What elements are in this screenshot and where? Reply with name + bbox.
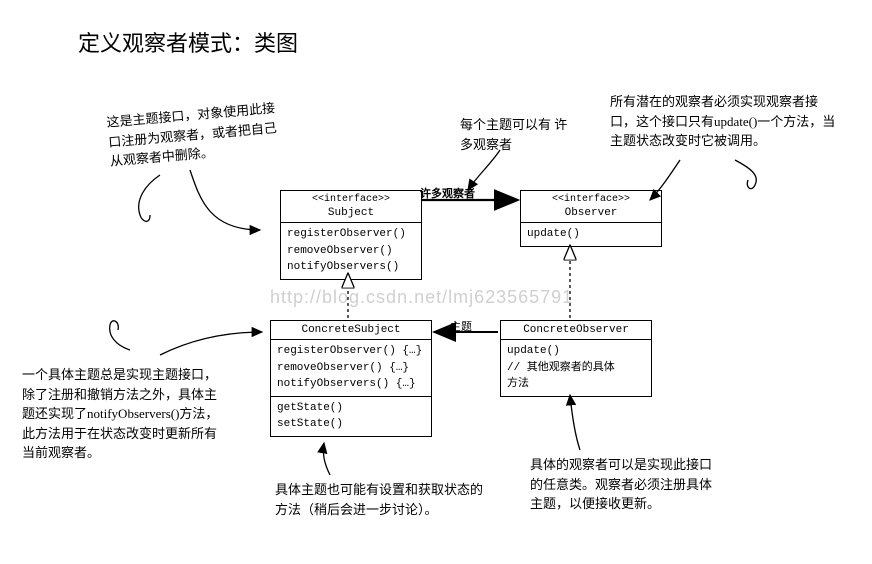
watermark: http://blog.csdn.net/lmj623565791 bbox=[270, 287, 573, 308]
class-methods-2: getState() setState() bbox=[271, 397, 431, 436]
squiggle-top-left bbox=[190, 170, 260, 230]
class-header: <<interface>> Subject bbox=[281, 191, 421, 223]
class-header: <<interface>> Observer bbox=[521, 191, 661, 223]
class-concrete-subject: ConcreteSubject registerObserver() {…} r… bbox=[270, 320, 432, 437]
method: removeObserver() bbox=[287, 243, 415, 260]
annotation-bottom-right: 具体的观察者可以是实现此接口的任意类。观察者必须注册具体主题，以便接收更新。 bbox=[530, 455, 720, 514]
class-methods: update() bbox=[521, 223, 661, 246]
method: update() bbox=[507, 343, 645, 360]
squiggle-top-center bbox=[468, 150, 500, 190]
class-concrete-observer: ConcreteObserver update() // 其他观察者的具体 方法 bbox=[500, 320, 652, 397]
annotation-top-right: 所有潜在的观察者必须实现观察者接口，这个接口只有update()一个方法，当主题… bbox=[610, 92, 840, 151]
annotation-top-center: 每个主题可以有 许多观察者 bbox=[460, 115, 580, 154]
stereotype: <<interface>> bbox=[527, 193, 655, 206]
annotation-top-left: 这是主题接口，对象使用此接口注册为观察者，或者把自己从观察者中删除。 bbox=[106, 97, 290, 171]
method: update() bbox=[527, 226, 655, 243]
class-header: ConcreteObserver bbox=[501, 321, 651, 340]
squiggle-left bbox=[160, 332, 262, 355]
edge-label-concrete: 主题 bbox=[450, 318, 472, 334]
page-title: 定义观察者模式：类图 bbox=[78, 26, 298, 58]
method: setState() bbox=[277, 416, 425, 433]
class-observer: <<interface>> Observer update() bbox=[520, 190, 662, 247]
class-name: ConcreteObserver bbox=[507, 323, 645, 337]
class-name: ConcreteSubject bbox=[277, 323, 425, 337]
annotation-bottom-center: 具体主题也可能有设置和获取状态的方法（稍后会进一步讨论）。 bbox=[275, 480, 485, 519]
method: registerObserver() {…} bbox=[277, 343, 425, 360]
method: 方法 bbox=[507, 376, 645, 393]
class-header: ConcreteSubject bbox=[271, 321, 431, 340]
method: registerObserver() bbox=[287, 226, 415, 243]
squiggle-bottom-center bbox=[323, 443, 330, 475]
class-methods: registerObserver() removeObserver() noti… bbox=[281, 223, 421, 279]
class-name: Subject bbox=[287, 206, 415, 220]
class-methods: update() // 其他观察者的具体 方法 bbox=[501, 340, 651, 396]
method: // 其他观察者的具体 bbox=[507, 360, 645, 377]
edge-label-subject-observer: 许多观察者 bbox=[420, 185, 475, 201]
method: notifyObservers() {…} bbox=[277, 376, 425, 393]
stereotype: <<interface>> bbox=[287, 193, 415, 206]
class-name: Observer bbox=[527, 206, 655, 220]
class-subject: <<interface>> Subject registerObserver()… bbox=[280, 190, 422, 280]
annotation-left: 一个具体主题总是实现主题接口，除了注册和撤销方法之外，具体主题还实现了notif… bbox=[22, 365, 222, 463]
squiggle-top-left-tail bbox=[139, 175, 160, 221]
squiggle-top-right-tail bbox=[735, 160, 756, 189]
squiggle-left-tail bbox=[110, 321, 130, 350]
method: notifyObservers() bbox=[287, 259, 415, 276]
squiggle-bottom-right bbox=[570, 395, 580, 450]
method: removeObserver() {…} bbox=[277, 360, 425, 377]
method: getState() bbox=[277, 400, 425, 417]
class-methods: registerObserver() {…} removeObserver() … bbox=[271, 340, 431, 397]
